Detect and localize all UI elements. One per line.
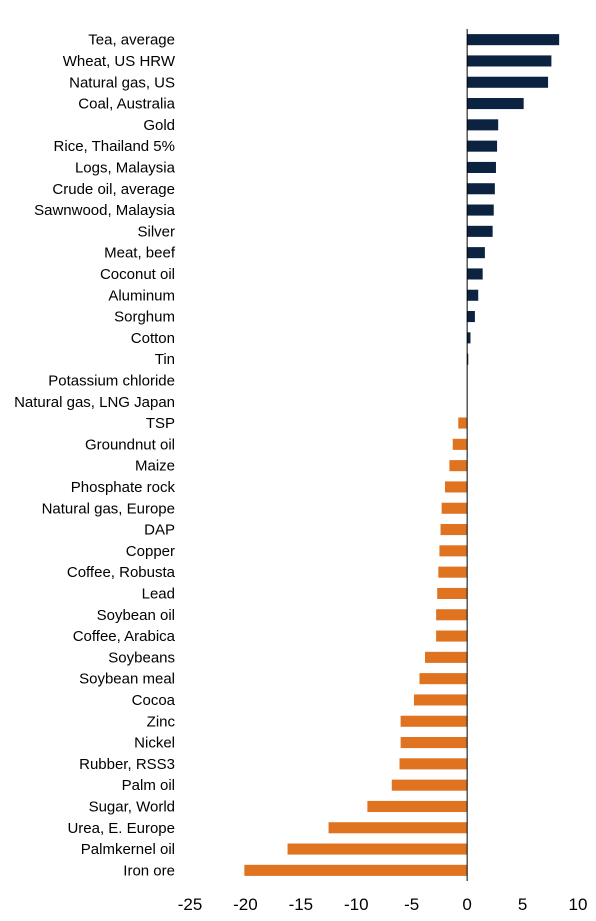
category-label: Maize [135, 458, 175, 475]
category-label: Potassium chloride [48, 372, 175, 389]
x-tick-label: 0 [462, 895, 471, 914]
bar [467, 183, 495, 195]
category-label: Zinc [147, 713, 176, 730]
category-label: Sorghum [114, 309, 175, 326]
category-label: Coffee, Arabica [73, 628, 176, 645]
category-label: Soybean meal [79, 671, 175, 688]
category-label: Logs, Malaysia [75, 159, 176, 176]
bar [467, 76, 549, 88]
bar [419, 673, 468, 685]
bar [458, 417, 468, 429]
bar [467, 140, 498, 152]
category-label: Aluminum [108, 287, 175, 304]
bar [244, 864, 468, 876]
category-label: Natural gas, US [69, 74, 175, 91]
category-label: Groundnut oil [85, 436, 175, 453]
bar [467, 161, 496, 173]
category-label: Natural gas, Europe [42, 500, 175, 517]
category-label: DAP [144, 522, 175, 539]
bar [287, 843, 468, 855]
bar [425, 651, 468, 663]
category-label: Iron ore [123, 862, 175, 879]
category-label: Palmkernel oil [81, 841, 175, 858]
category-labels-group: Tea, average Wheat, US HRW Natural gas, US… [14, 32, 176, 880]
bar [467, 311, 475, 323]
bar [436, 630, 468, 642]
bar [444, 481, 468, 493]
x-tick-label: 10 [569, 895, 588, 914]
category-label: Sugar, World [89, 798, 175, 815]
x-tick-label: -25 [178, 895, 203, 914]
bar [436, 609, 468, 621]
x-tick-label: -10 [344, 895, 369, 914]
category-label: Coal, Australia [78, 96, 175, 113]
bar [441, 502, 468, 514]
category-label: Nickel [134, 735, 175, 752]
category-label: Tin [155, 351, 175, 368]
category-label: Phosphate rock [71, 479, 176, 496]
bar [328, 822, 468, 834]
bar [440, 524, 468, 536]
bar [413, 694, 468, 706]
x-tick-label: -15 [289, 895, 314, 914]
bar [400, 737, 468, 749]
bar [467, 225, 493, 237]
category-label: Crude oil, average [52, 181, 175, 198]
bar [438, 566, 468, 578]
category-label: Wheat, US HRW [63, 53, 176, 70]
category-label: Soybean oil [97, 607, 175, 624]
bar [467, 332, 471, 344]
category-label: Sawnwood, Malaysia [34, 202, 176, 219]
bar [449, 460, 468, 472]
bar [467, 247, 485, 259]
bar [437, 587, 468, 599]
category-label: Coffee, Robusta [67, 564, 176, 581]
bar [467, 34, 560, 46]
bar [452, 438, 468, 450]
category-label: Tea, average [88, 32, 175, 49]
category-label: Palm oil [122, 777, 175, 794]
bar [399, 758, 468, 770]
bar [467, 289, 479, 301]
bar [467, 204, 494, 216]
category-label: Copper [126, 543, 175, 560]
category-label: Gold [143, 117, 175, 134]
category-label: Lead [142, 585, 175, 602]
bars-group [244, 34, 560, 876]
x-tick-label: -5 [404, 895, 419, 914]
x-tick-labels-group: -25 -20 -15 -10 -5 0 5 10 [178, 895, 588, 914]
category-label: Rice, Thailand 5% [54, 138, 175, 155]
category-label: Meat, beef [104, 245, 176, 262]
bar [439, 545, 468, 557]
category-label: Cotton [131, 330, 175, 347]
bar [467, 98, 524, 110]
bar [467, 55, 552, 67]
category-label: Soybeans [108, 649, 175, 666]
category-label: Rubber, RSS3 [79, 756, 175, 773]
bar [467, 353, 469, 365]
category-label: Urea, E. Europe [67, 820, 175, 837]
bar [400, 715, 468, 727]
category-label: Cocoa [132, 692, 176, 709]
category-label: Natural gas, LNG Japan [14, 394, 175, 411]
bar [467, 268, 483, 280]
bar [391, 779, 468, 791]
category-label: Coconut oil [100, 266, 175, 283]
bar [367, 800, 468, 812]
category-label: TSP [146, 415, 175, 432]
x-tick-label: -20 [233, 895, 258, 914]
bar [467, 119, 499, 131]
category-label: Silver [137, 223, 175, 240]
x-tick-label: 5 [518, 895, 527, 914]
